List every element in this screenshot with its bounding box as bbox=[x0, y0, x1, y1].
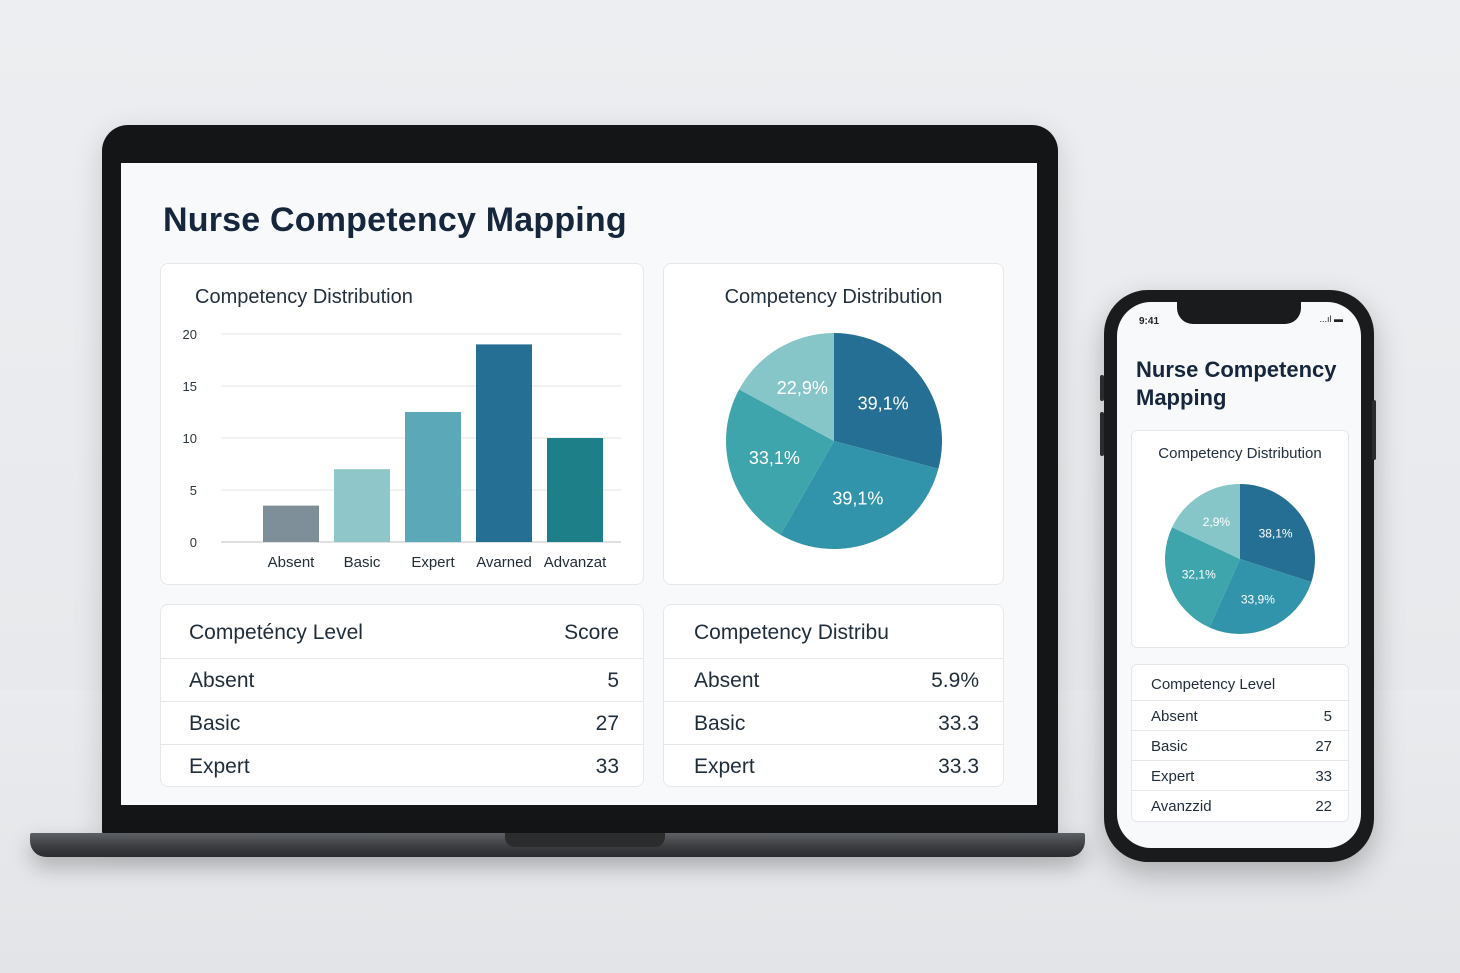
score-cell: 33 bbox=[595, 755, 619, 778]
bar-chart-title: Competency Distribution bbox=[195, 286, 413, 308]
level-cell: Avanzzid bbox=[1151, 798, 1212, 815]
table-header: Competency Level bbox=[1132, 669, 1348, 699]
status-time: 9:41 bbox=[1139, 316, 1160, 327]
score-cell: 33 bbox=[1315, 768, 1332, 785]
pie-slice[interactable] bbox=[739, 333, 834, 441]
value-cell: 33.3 bbox=[938, 755, 979, 778]
table-row[interactable]: Basic 27 bbox=[1132, 730, 1348, 760]
slice-label: 38,1% bbox=[1259, 526, 1293, 540]
table-row[interactable]: Absent 5.9% bbox=[664, 658, 1003, 700]
page-title: Nurse Competency Mapping bbox=[163, 201, 627, 239]
phone-screen: 9:41 ...ıl ▬ Nurse Competency Mapping Co… bbox=[1117, 302, 1361, 848]
level-cell: Absent bbox=[694, 669, 760, 692]
page-title: Nurse Competency Mapping bbox=[1136, 357, 1337, 410]
pie-slice[interactable] bbox=[834, 333, 942, 469]
table-row[interactable]: Absent 5 bbox=[161, 658, 643, 700]
competency-level-table: Competéncy Level Score Absent 5 Basic 27… bbox=[160, 604, 644, 787]
competency-distribution-table: Competency Distribu Absent 5.9% Basic 33… bbox=[663, 604, 1004, 787]
level-cell: Expert bbox=[189, 755, 250, 778]
level-cell: Expert bbox=[1151, 768, 1195, 785]
phone-volume-button bbox=[1100, 375, 1104, 401]
y-tick-label: 0 bbox=[190, 535, 197, 550]
column-header: Competency Level bbox=[1151, 676, 1276, 693]
y-tick-label: 5 bbox=[190, 483, 197, 498]
pie-chart-title: Competency Distribution bbox=[1158, 445, 1322, 462]
table-row[interactable]: Basic 27 bbox=[161, 701, 643, 743]
y-tick-label: 20 bbox=[183, 327, 197, 342]
x-tick-label: Avarned bbox=[476, 554, 532, 571]
bar[interactable] bbox=[476, 344, 532, 542]
level-cell: Absent bbox=[1151, 708, 1198, 725]
level-cell: Basic bbox=[189, 712, 241, 735]
x-tick-label: Absent bbox=[268, 554, 316, 571]
table-row[interactable]: Absent 5 bbox=[1132, 700, 1348, 730]
bar-chart-card: Competency Distribution 0 5 10 15 20 Absent Ba… bbox=[160, 263, 644, 585]
bar[interactable] bbox=[547, 438, 603, 542]
table-row[interactable]: Expert 33 bbox=[1132, 760, 1348, 790]
table-row[interactable]: Basic 33.3 bbox=[664, 701, 1003, 743]
pie-slice[interactable] bbox=[1165, 527, 1240, 628]
table-header: Competéncy Level Score bbox=[161, 605, 643, 647]
x-tick-label: Expert bbox=[411, 554, 455, 571]
slice-label: 39,1% bbox=[832, 489, 883, 509]
column-header: Competéncy Level bbox=[189, 621, 363, 644]
phone-volume-button bbox=[1100, 412, 1104, 456]
pie-slice[interactable] bbox=[1209, 559, 1312, 634]
pie-chart: 39,1% 39,1% 33,1% 22,9% bbox=[726, 333, 942, 549]
level-cell: Absent bbox=[189, 669, 255, 692]
pie-slice[interactable] bbox=[1240, 484, 1315, 583]
value-cell: 33.3 bbox=[938, 712, 979, 735]
bar[interactable] bbox=[334, 469, 390, 542]
score-cell: 22 bbox=[1315, 798, 1332, 815]
score-cell: 27 bbox=[1315, 738, 1332, 755]
slice-label: 22,9% bbox=[777, 378, 828, 398]
competency-level-table: Competency Level Absent 5 Basic 27 Exper… bbox=[1131, 664, 1349, 822]
table-row[interactable]: Expert 33.3 bbox=[664, 744, 1003, 786]
slice-label: 32,1% bbox=[1182, 568, 1216, 582]
x-tick-label: Advanzat bbox=[544, 554, 607, 571]
pie-slice[interactable] bbox=[726, 389, 834, 535]
pie-chart-title: Competency Distribution bbox=[724, 286, 943, 308]
slice-label: 33,1% bbox=[749, 448, 800, 468]
pie-chart-card: Competency Distribution 39,1% 39,1% 33,1% 2… bbox=[663, 263, 1004, 585]
bar[interactable] bbox=[405, 412, 461, 542]
pie-chart: 38,1% 33,9% 32,1% 2,9% bbox=[1165, 484, 1315, 634]
pie-slice[interactable] bbox=[780, 441, 939, 549]
phone-notch bbox=[1177, 302, 1301, 324]
column-header: Competency Distribu bbox=[694, 621, 889, 644]
laptop-screen: Nurse Competency Mapping Competency Dist… bbox=[121, 163, 1037, 805]
table-row[interactable]: Expert 33 bbox=[161, 744, 643, 786]
slice-label: 33,9% bbox=[1241, 592, 1275, 606]
y-tick-label: 15 bbox=[183, 379, 197, 394]
table-row[interactable]: Avanzzid 22 bbox=[1132, 790, 1348, 820]
y-tick-label: 10 bbox=[183, 431, 197, 446]
pie-slice[interactable] bbox=[1172, 484, 1240, 559]
score-cell: 5 bbox=[1323, 708, 1332, 725]
table-header: Competency Distribu bbox=[664, 605, 1003, 647]
level-cell: Expert bbox=[694, 755, 755, 778]
slice-label: 39,1% bbox=[858, 394, 909, 414]
x-tick-label: Basic bbox=[344, 554, 381, 571]
level-cell: Basic bbox=[1151, 738, 1188, 755]
bar-chart: 0 5 10 15 20 Absent Basic Expert Avarned Advanzat bbox=[183, 327, 621, 571]
value-cell: 5.9% bbox=[931, 669, 979, 692]
bar[interactable] bbox=[263, 505, 319, 542]
laptop-hinge-notch bbox=[505, 833, 665, 847]
column-header: Score bbox=[564, 621, 619, 644]
level-cell: Basic bbox=[694, 712, 746, 735]
pie-chart-card: Competency Distribution 38,1% 33,9% 32,1% 2… bbox=[1131, 430, 1349, 648]
status-icons: ...ıl ▬ bbox=[1319, 314, 1343, 324]
score-cell: 5 bbox=[607, 669, 619, 692]
score-cell: 27 bbox=[595, 712, 619, 735]
phone-power-button bbox=[1372, 400, 1376, 460]
slice-label: 2,9% bbox=[1203, 515, 1231, 529]
